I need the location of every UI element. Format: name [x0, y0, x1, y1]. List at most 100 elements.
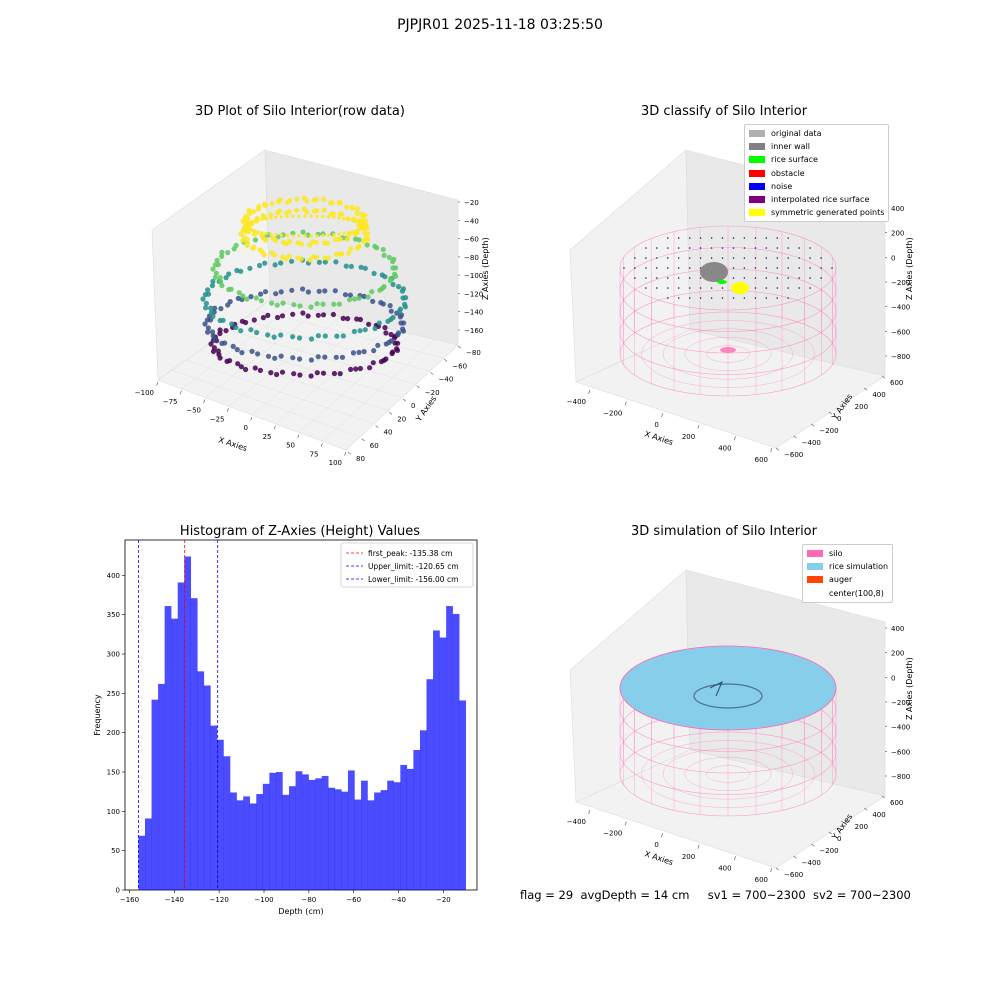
raw-cloud-point: [223, 275, 229, 281]
raw-cloud-point: [260, 231, 264, 235]
raw-y-tick: [457, 345, 461, 349]
raw-cloud-point: [394, 347, 401, 353]
raw-z-tick-label: −100: [464, 272, 483, 280]
raw-cloud-point: [264, 217, 268, 221]
classify-legend-swatch: [749, 209, 765, 217]
raw-x-tick: [320, 443, 323, 447]
raw-cloud-point: [331, 301, 337, 307]
sim-y-tick: [864, 807, 868, 811]
raw-y-tick: [444, 359, 448, 362]
cls-z-tick-label: −200: [891, 279, 910, 287]
sim-y-tick-label: 0: [837, 835, 841, 843]
histogram-bar: [433, 630, 440, 890]
raw-cloud-point: [337, 200, 343, 206]
raw-y-tick: [402, 398, 406, 402]
cls-x-tick: [624, 401, 627, 406]
raw-cloud-point: [316, 259, 322, 265]
raw-cloud-point: [308, 336, 315, 342]
sim-z-tick-label: 0: [891, 674, 895, 682]
raw-cloud-point: [303, 234, 307, 238]
sv1-text: sv1 = 700~2300: [707, 888, 806, 902]
raw-cloud-point: [310, 239, 316, 245]
cls-surface-point: [699, 297, 702, 299]
raw-cloud-point: [348, 246, 354, 252]
raw-cloud-point: [315, 234, 319, 238]
classify-legend-label: interpolated rice surface: [771, 195, 870, 205]
raw-cloud-point: [389, 350, 395, 357]
raw-cloud-point: [337, 371, 343, 377]
raw-cloud-point: [210, 313, 216, 320]
raw-cloud-point: [238, 268, 244, 274]
raw-cloud-point: [279, 215, 283, 219]
sim-auger-hole: [693, 683, 763, 709]
histogram-bar: [262, 783, 270, 890]
sim-x-axis-label: X Axies: [643, 849, 674, 867]
raw-cloud-point: [360, 213, 366, 219]
raw-cloud-point: [401, 320, 407, 326]
raw-cloud-point: [399, 288, 405, 294]
raw-cloud-point: [363, 218, 369, 224]
cls-surface-point: [743, 257, 746, 259]
raw-x-axis-label: X Axies: [217, 435, 248, 453]
cls-surface-point: [831, 267, 833, 269]
avg-depth-text: avgDepth = 14 cm: [580, 888, 690, 902]
raw-x-tick: [179, 390, 182, 395]
cls-surface-point: [710, 247, 713, 249]
cls-surface-point: [820, 277, 822, 279]
raw-cloud-point: [219, 253, 225, 259]
cls-y-tick: [828, 411, 832, 415]
raw-cloud-point: [278, 332, 284, 338]
raw-cloud-point: [344, 236, 351, 242]
raw-cloud-point: [332, 236, 338, 242]
cls-surface-point: [776, 287, 779, 289]
cls-surface-point: [776, 257, 779, 259]
raw-cloud-point: [304, 209, 310, 215]
cls-surface-point: [688, 297, 691, 299]
raw-cloud-point: [277, 208, 283, 214]
raw-cloud-point: [322, 288, 328, 294]
raw-x-tick-label: 50: [286, 442, 295, 450]
raw-cloud-point: [330, 211, 336, 217]
histogram-bar: [302, 774, 309, 890]
raw-cloud-point: [395, 340, 401, 346]
cls-surface-point: [754, 287, 757, 289]
raw-cloud-point: [295, 240, 301, 246]
cls-ring: [619, 225, 837, 311]
raw-cloud-point: [396, 284, 402, 290]
raw-cloud-point: [388, 331, 394, 338]
raw-cloud-point: [243, 319, 249, 326]
sim-x-tick: [661, 833, 664, 838]
classify-3d-plot: −400 −200 0 200 400 600 −600 −400 −200 0 200 400 600…: [567, 149, 914, 464]
simulation-legend-swatch: [807, 563, 823, 571]
simulation-legend-item: rice simulation: [807, 560, 888, 573]
cls-surface-point: [667, 297, 669, 299]
cls-surface-point: [787, 247, 789, 249]
raw-cloud-point: [297, 214, 301, 218]
raw-cloud-point: [342, 217, 346, 221]
raw-cloud-point: [349, 205, 356, 211]
sim-x-tick-label: 400: [718, 864, 731, 872]
cls-center-marker: [720, 347, 736, 353]
raw-cloud-point: [300, 229, 306, 235]
histogram-x-axis-label: Depth (cm): [278, 907, 323, 916]
raw-cloud-point: [365, 236, 371, 242]
histogram-bar: [387, 780, 394, 890]
cls-surface-point: [667, 237, 669, 239]
raw-cloud-point: [291, 234, 295, 238]
cls-surface-point: [787, 277, 789, 279]
cls-surface-point: [776, 247, 779, 249]
cls-surface-point: [743, 277, 746, 279]
cls-surface-point: [765, 267, 768, 269]
status-footer: flag = 29 avgDepth = 14 cm sv1 = 700~230…: [520, 888, 911, 902]
raw-z-tick-label: −40: [464, 217, 479, 225]
simulation-legend-item: center(100,8): [807, 587, 888, 600]
histogram-bar: [380, 790, 388, 890]
sim-z-tick-label: −200: [891, 699, 910, 707]
raw-cloud-point: [361, 349, 367, 355]
raw-cloud-point: [367, 365, 373, 371]
raw-cloud-point: [385, 318, 391, 324]
raw-y-tick: [416, 385, 420, 389]
cls-surface-point: [798, 277, 800, 279]
raw-x-tick-label: 75: [310, 450, 319, 458]
simulation-legend: silo rice simulation auger center(100,8): [802, 544, 894, 603]
